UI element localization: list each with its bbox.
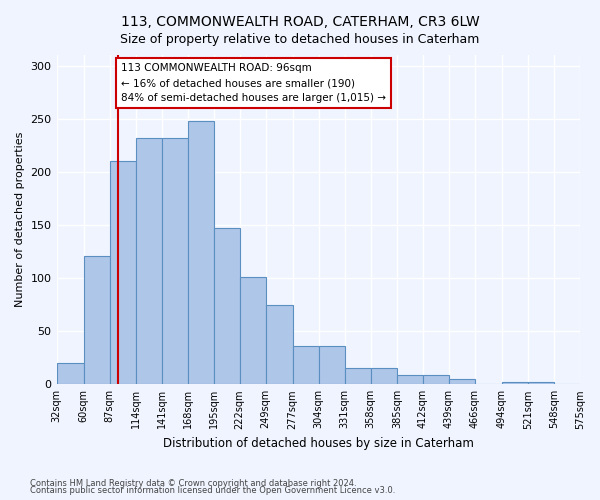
Bar — [502, 382, 528, 384]
Text: Size of property relative to detached houses in Caterham: Size of property relative to detached ho… — [121, 32, 479, 46]
Bar — [397, 374, 423, 384]
Bar — [345, 368, 371, 384]
Bar — [423, 374, 449, 384]
Bar — [449, 379, 475, 384]
Bar — [214, 228, 240, 384]
Text: 113 COMMONWEALTH ROAD: 96sqm
← 16% of detached houses are smaller (190)
84% of s: 113 COMMONWEALTH ROAD: 96sqm ← 16% of de… — [121, 63, 386, 103]
Y-axis label: Number of detached properties: Number of detached properties — [15, 132, 25, 308]
Text: Contains public sector information licensed under the Open Government Licence v3: Contains public sector information licen… — [30, 486, 395, 495]
Text: Contains HM Land Registry data © Crown copyright and database right 2024.: Contains HM Land Registry data © Crown c… — [30, 478, 356, 488]
Bar — [188, 121, 214, 384]
Text: 113, COMMONWEALTH ROAD, CATERHAM, CR3 6LW: 113, COMMONWEALTH ROAD, CATERHAM, CR3 6L… — [121, 15, 479, 29]
Bar — [136, 138, 161, 384]
Bar — [110, 161, 136, 384]
Bar — [240, 277, 266, 384]
Bar — [56, 363, 83, 384]
Bar — [83, 256, 110, 384]
Bar — [293, 346, 319, 385]
Bar — [161, 138, 188, 384]
X-axis label: Distribution of detached houses by size in Caterham: Distribution of detached houses by size … — [163, 437, 474, 450]
Bar — [266, 304, 293, 384]
Bar — [528, 382, 554, 384]
Bar — [371, 368, 397, 384]
Bar — [319, 346, 345, 385]
